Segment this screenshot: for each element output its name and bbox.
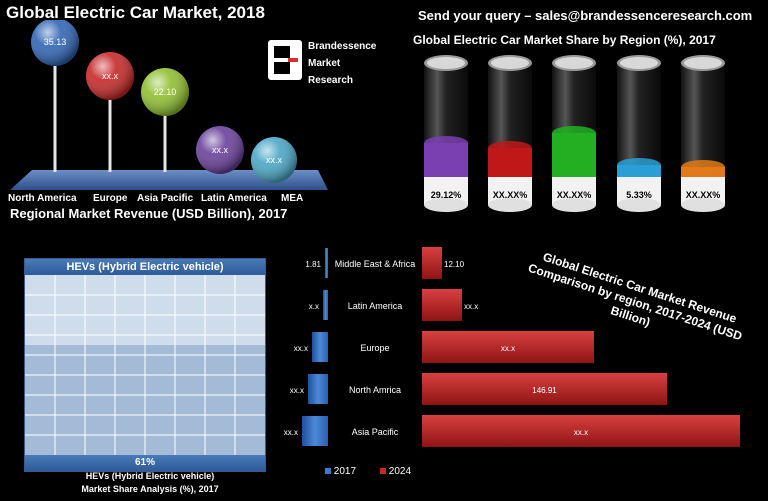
legend-2024: 2024: [380, 466, 411, 477]
regional-revenue-chart: 35.13 xx.x 22.10 xx.x xx.x: [10, 20, 328, 190]
cylinder-bottom: [488, 198, 532, 212]
lollipop-bubble-shine: [251, 137, 297, 183]
brand-line-3: Research: [308, 75, 354, 86]
bar-2017: [308, 374, 328, 404]
region-label: MEA: [281, 193, 304, 204]
bar-2017-label: 1.81: [305, 260, 321, 269]
cylinder-bottom: [424, 198, 468, 212]
lollipop-value-label: 22.10: [154, 87, 177, 97]
cylinder-value-label: 29.12%: [431, 190, 462, 200]
brand-line-1: Brandessence: [308, 41, 377, 52]
bar-2017: [325, 248, 328, 278]
bar-2024-label: xx.x: [464, 302, 478, 311]
brand-line-2: Market: [308, 58, 341, 69]
contact-query[interactable]: Send your query – sales@brandessencerese…: [418, 8, 753, 23]
cylinder-top-inner: [491, 57, 529, 69]
legend-2017-swatch: [325, 468, 331, 474]
lollipop-bubble-shine: [196, 126, 244, 174]
region-label: North America: [8, 193, 77, 204]
hev-caption-line-1: HEVs (Hybrid Electric vehicle): [85, 471, 215, 481]
bar-2017: [323, 290, 328, 320]
bar-2024-label: 12.10: [444, 260, 465, 269]
hev-caption: HEVs (Hybrid Electric vehicle) Market Sh…: [50, 470, 250, 496]
bar-2017-label: xx.x: [294, 344, 308, 353]
bar-2024: [422, 331, 594, 363]
bar-2017-label: x.x: [309, 302, 319, 311]
legend-2017: 2017: [325, 466, 356, 477]
category-label: Europe: [360, 343, 389, 353]
cylinder-bottom: [681, 198, 725, 212]
lollipop-value-label: xx.x: [212, 145, 229, 155]
bar-2024: [422, 415, 740, 447]
bar-2017: [302, 416, 328, 446]
cylinder-top-inner: [620, 57, 658, 69]
category-label: Middle East & Africa: [335, 259, 416, 269]
bar-2024: [422, 289, 462, 321]
cylinder-fill-top: [424, 136, 468, 150]
chart-base: [10, 170, 328, 190]
bar-2024: [422, 373, 667, 405]
bar-2024: [422, 247, 442, 279]
region-label: Europe: [93, 193, 128, 204]
cylinder-fill: [552, 133, 596, 177]
revenue-comparison-chart: 1.81 Middle East & Africa 12.10 x.x Latin Am…: [284, 247, 740, 447]
bar-2017-label: xx.x: [290, 386, 304, 395]
category-label: Asia Pacific: [352, 427, 399, 437]
hev-value-label: 61%: [25, 455, 265, 471]
cylinder-fill-top: [681, 160, 725, 174]
cylinder-fill-top: [488, 141, 532, 155]
cylinder-value-label: XX.XX%: [557, 190, 592, 200]
cylinder-value-label: 5.33%: [626, 190, 652, 200]
share-title: Global Electric Car Market Share by Regi…: [413, 33, 716, 47]
hev-caption-line-2: Market Share Analysis (%), 2017: [81, 484, 219, 494]
page-title: Global Electric Car Market, 2018: [6, 3, 265, 22]
cylinder-value-label: XX.XX%: [686, 190, 721, 200]
brand-name: Brandessence Market Research: [308, 38, 376, 89]
share-cylinder-chart: 29.12% XX.XX% XX.XX% 5.33% XX.XX%: [424, 55, 725, 212]
lollipop-value-label: xx.x: [266, 155, 283, 165]
brand-logo-icon: [268, 40, 302, 80]
region-label: Asia Pacific: [137, 193, 194, 204]
legend-2024-label: 2024: [388, 466, 412, 477]
cylinder-top-inner: [427, 57, 465, 69]
category-label: Latin America: [348, 301, 403, 311]
cylinder-bottom: [552, 198, 596, 212]
cylinder-fill-top: [552, 126, 596, 140]
bar-2017-label: xx.x: [284, 428, 298, 437]
regional-revenue-title: Regional Market Revenue (USD Billion), 2…: [10, 206, 288, 221]
lollipop-bubble-shine: [86, 52, 134, 100]
cylinder-top-inner: [684, 57, 722, 69]
category-label: North Amrica: [349, 385, 401, 395]
hev-header: HEVs (Hybrid Electric vehicle): [25, 259, 265, 275]
bar-2024-label: 146.91: [532, 386, 557, 395]
brand-logo: [268, 40, 302, 80]
cylinder-fill-top: [617, 158, 661, 172]
lollipop-bubble-shine: [141, 68, 189, 116]
cylinder-bottom: [617, 198, 661, 212]
lollipop-value-label: 35.13: [44, 37, 67, 47]
lollipop-value-label: xx.x: [102, 71, 119, 81]
region-label: Latin America: [201, 193, 267, 204]
legend-2024-swatch: [380, 468, 386, 474]
cylinder-value-label: XX.XX%: [493, 190, 528, 200]
bar-2017: [312, 332, 328, 362]
bar-2024-label: xx.x: [501, 344, 515, 353]
hev-share-panel: HEVs (Hybrid Electric vehicle) 61%: [24, 258, 266, 472]
lollipop-bubble-shine: [31, 20, 79, 66]
cylinder-top-inner: [555, 57, 593, 69]
bar-2024-label: xx.x: [574, 428, 588, 437]
legend-2017-label: 2017: [333, 466, 357, 477]
hev-grid: [25, 275, 265, 455]
